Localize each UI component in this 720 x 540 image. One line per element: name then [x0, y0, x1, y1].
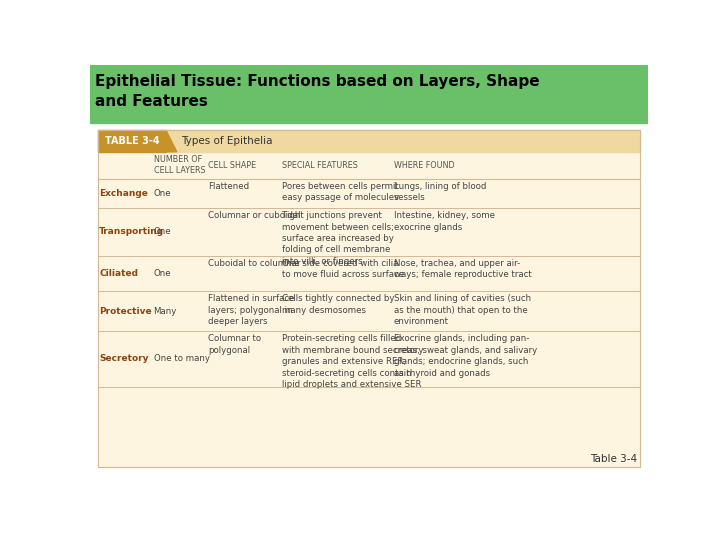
Text: Nose, trachea, and upper air-
ways; female reproductive tract: Nose, trachea, and upper air- ways; fema… — [394, 259, 531, 279]
Text: Flattened in surface
layers; polygonal in
deeper layers: Flattened in surface layers; polygonal i… — [208, 294, 294, 326]
Text: Secretory: Secretory — [99, 354, 149, 363]
Bar — [98, 130, 640, 467]
Text: Ciliated: Ciliated — [99, 269, 138, 278]
Text: Columnar to
polygonal: Columnar to polygonal — [208, 334, 261, 355]
Polygon shape — [166, 130, 177, 152]
Text: WHERE FOUND: WHERE FOUND — [394, 161, 454, 170]
Text: Transporting: Transporting — [99, 227, 164, 237]
Text: CELL SHAPE: CELL SHAPE — [208, 161, 256, 170]
Text: Pores between cells permit
easy passage of molecules: Pores between cells permit easy passage … — [282, 182, 399, 202]
Text: Table 3-4: Table 3-4 — [590, 454, 637, 464]
Text: Many: Many — [153, 307, 177, 316]
Bar — [98, 130, 640, 152]
Text: Exchange: Exchange — [99, 189, 148, 198]
Bar — [90, 65, 648, 123]
Bar — [98, 130, 640, 467]
Text: Intestine, kidney, some
exocrine glands: Intestine, kidney, some exocrine glands — [394, 211, 495, 232]
Text: Exocrine glands, including pan-
creas, sweat glands, and salivary
glands; endocr: Exocrine glands, including pan- creas, s… — [394, 334, 537, 377]
Text: Protective: Protective — [99, 307, 152, 316]
Text: Lungs, lining of blood
vessels: Lungs, lining of blood vessels — [394, 182, 486, 202]
Text: NUMBER OF
CELL LAYERS: NUMBER OF CELL LAYERS — [153, 155, 205, 176]
Text: One: One — [153, 269, 171, 278]
Text: Cells tightly connected by
many desmosomes: Cells tightly connected by many desmosom… — [282, 294, 395, 315]
Text: One: One — [153, 227, 171, 237]
Text: Columnar or cuboidal: Columnar or cuboidal — [208, 211, 300, 220]
Text: One side covered with cilia
to move fluid across surface: One side covered with cilia to move flui… — [282, 259, 405, 279]
Text: Types of Epithelia: Types of Epithelia — [181, 136, 273, 146]
Text: Epithelial Tissue: Functions based on Layers, Shape
and Features: Epithelial Tissue: Functions based on La… — [96, 74, 540, 109]
Text: Tight junctions prevent
movement between cells;
surface area increased by
foldin: Tight junctions prevent movement between… — [282, 211, 395, 266]
Text: One to many: One to many — [153, 354, 210, 363]
Text: Skin and lining of cavities (such
as the mouth) that open to the
environment: Skin and lining of cavities (such as the… — [394, 294, 531, 326]
Bar — [98, 130, 166, 152]
Text: Cuboidal to columnar: Cuboidal to columnar — [208, 259, 300, 268]
Text: TABLE 3-4: TABLE 3-4 — [104, 136, 159, 146]
Text: SPECIAL FEATURES: SPECIAL FEATURES — [282, 161, 358, 170]
Text: Flattened: Flattened — [208, 182, 249, 191]
Text: One: One — [153, 189, 171, 198]
Text: Protein-secreting cells filled
with membrane bound secretory
granules and extens: Protein-secreting cells filled with memb… — [282, 334, 423, 389]
